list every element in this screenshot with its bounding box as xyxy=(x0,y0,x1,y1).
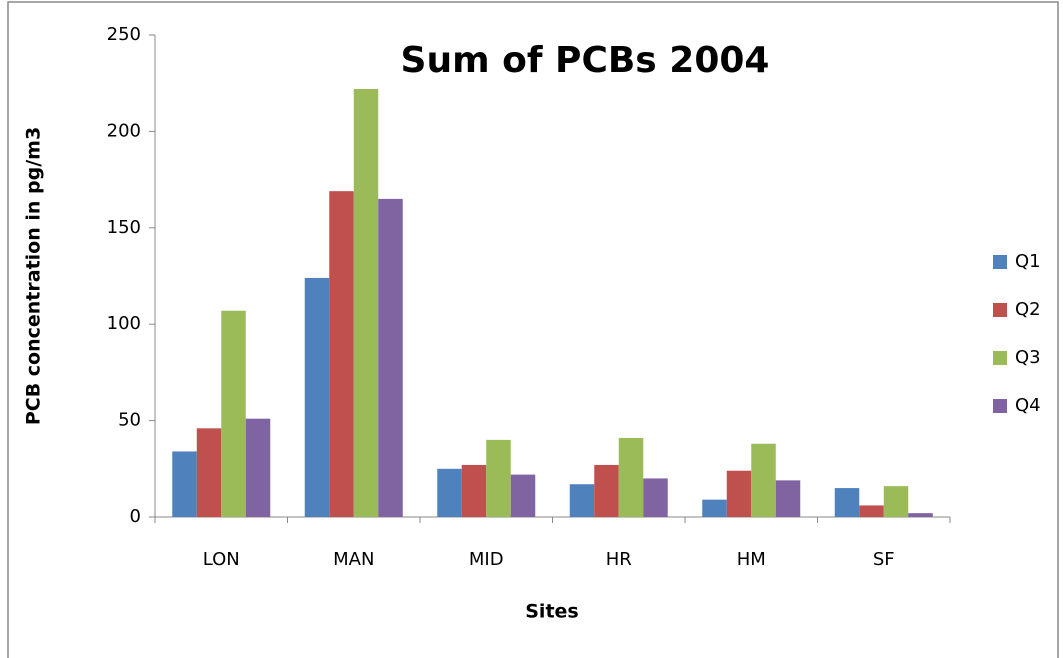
legend-label: Q4 xyxy=(1015,395,1041,416)
bar xyxy=(594,464,619,517)
bar xyxy=(726,470,752,517)
y-tick-label: 150 xyxy=(107,217,141,238)
y-axis-label: PCB concentration in pg/m3 xyxy=(23,127,45,425)
x-tick-label: HR xyxy=(606,549,632,570)
y-tick-label: 100 xyxy=(107,313,141,334)
bar xyxy=(221,310,246,517)
bar xyxy=(775,480,801,517)
bar xyxy=(702,499,727,517)
chart-title: Sum of PCBs 2004 xyxy=(401,40,770,81)
legend-swatch xyxy=(993,303,1007,317)
bar xyxy=(329,191,354,517)
y-tick-label: 250 xyxy=(107,24,141,45)
bar xyxy=(304,277,330,517)
x-tick-label: MID xyxy=(469,549,504,570)
bar xyxy=(618,437,644,517)
y-tick-label: 50 xyxy=(118,410,141,431)
x-tick-label: LON xyxy=(203,549,240,570)
bar xyxy=(908,513,933,517)
bar xyxy=(883,486,909,517)
bar xyxy=(569,484,595,517)
bar xyxy=(437,468,462,517)
bar xyxy=(643,478,668,517)
x-axis-label: Sites xyxy=(525,601,578,623)
bar xyxy=(196,428,222,517)
legend-swatch xyxy=(993,399,1007,413)
bar xyxy=(834,488,860,517)
legend-label: Q1 xyxy=(1015,251,1041,272)
bar xyxy=(510,474,536,517)
bar xyxy=(378,198,403,517)
legend-label: Q3 xyxy=(1015,347,1041,368)
legend-swatch xyxy=(993,351,1007,365)
bar xyxy=(245,418,271,517)
x-tick-label: SF xyxy=(873,549,895,570)
legend-swatch xyxy=(993,255,1007,269)
legend-label: Q2 xyxy=(1015,299,1041,320)
chart-border xyxy=(7,1,1059,658)
bar xyxy=(859,505,884,517)
y-tick-label: 200 xyxy=(107,120,141,141)
x-tick-label: HM xyxy=(737,549,766,570)
bar xyxy=(751,443,776,517)
bar xyxy=(172,451,197,517)
x-tick-label: MAN xyxy=(333,549,374,570)
bar xyxy=(353,88,379,517)
bar xyxy=(461,464,487,517)
bar xyxy=(486,439,511,517)
y-tick-label: 0 xyxy=(130,506,141,527)
